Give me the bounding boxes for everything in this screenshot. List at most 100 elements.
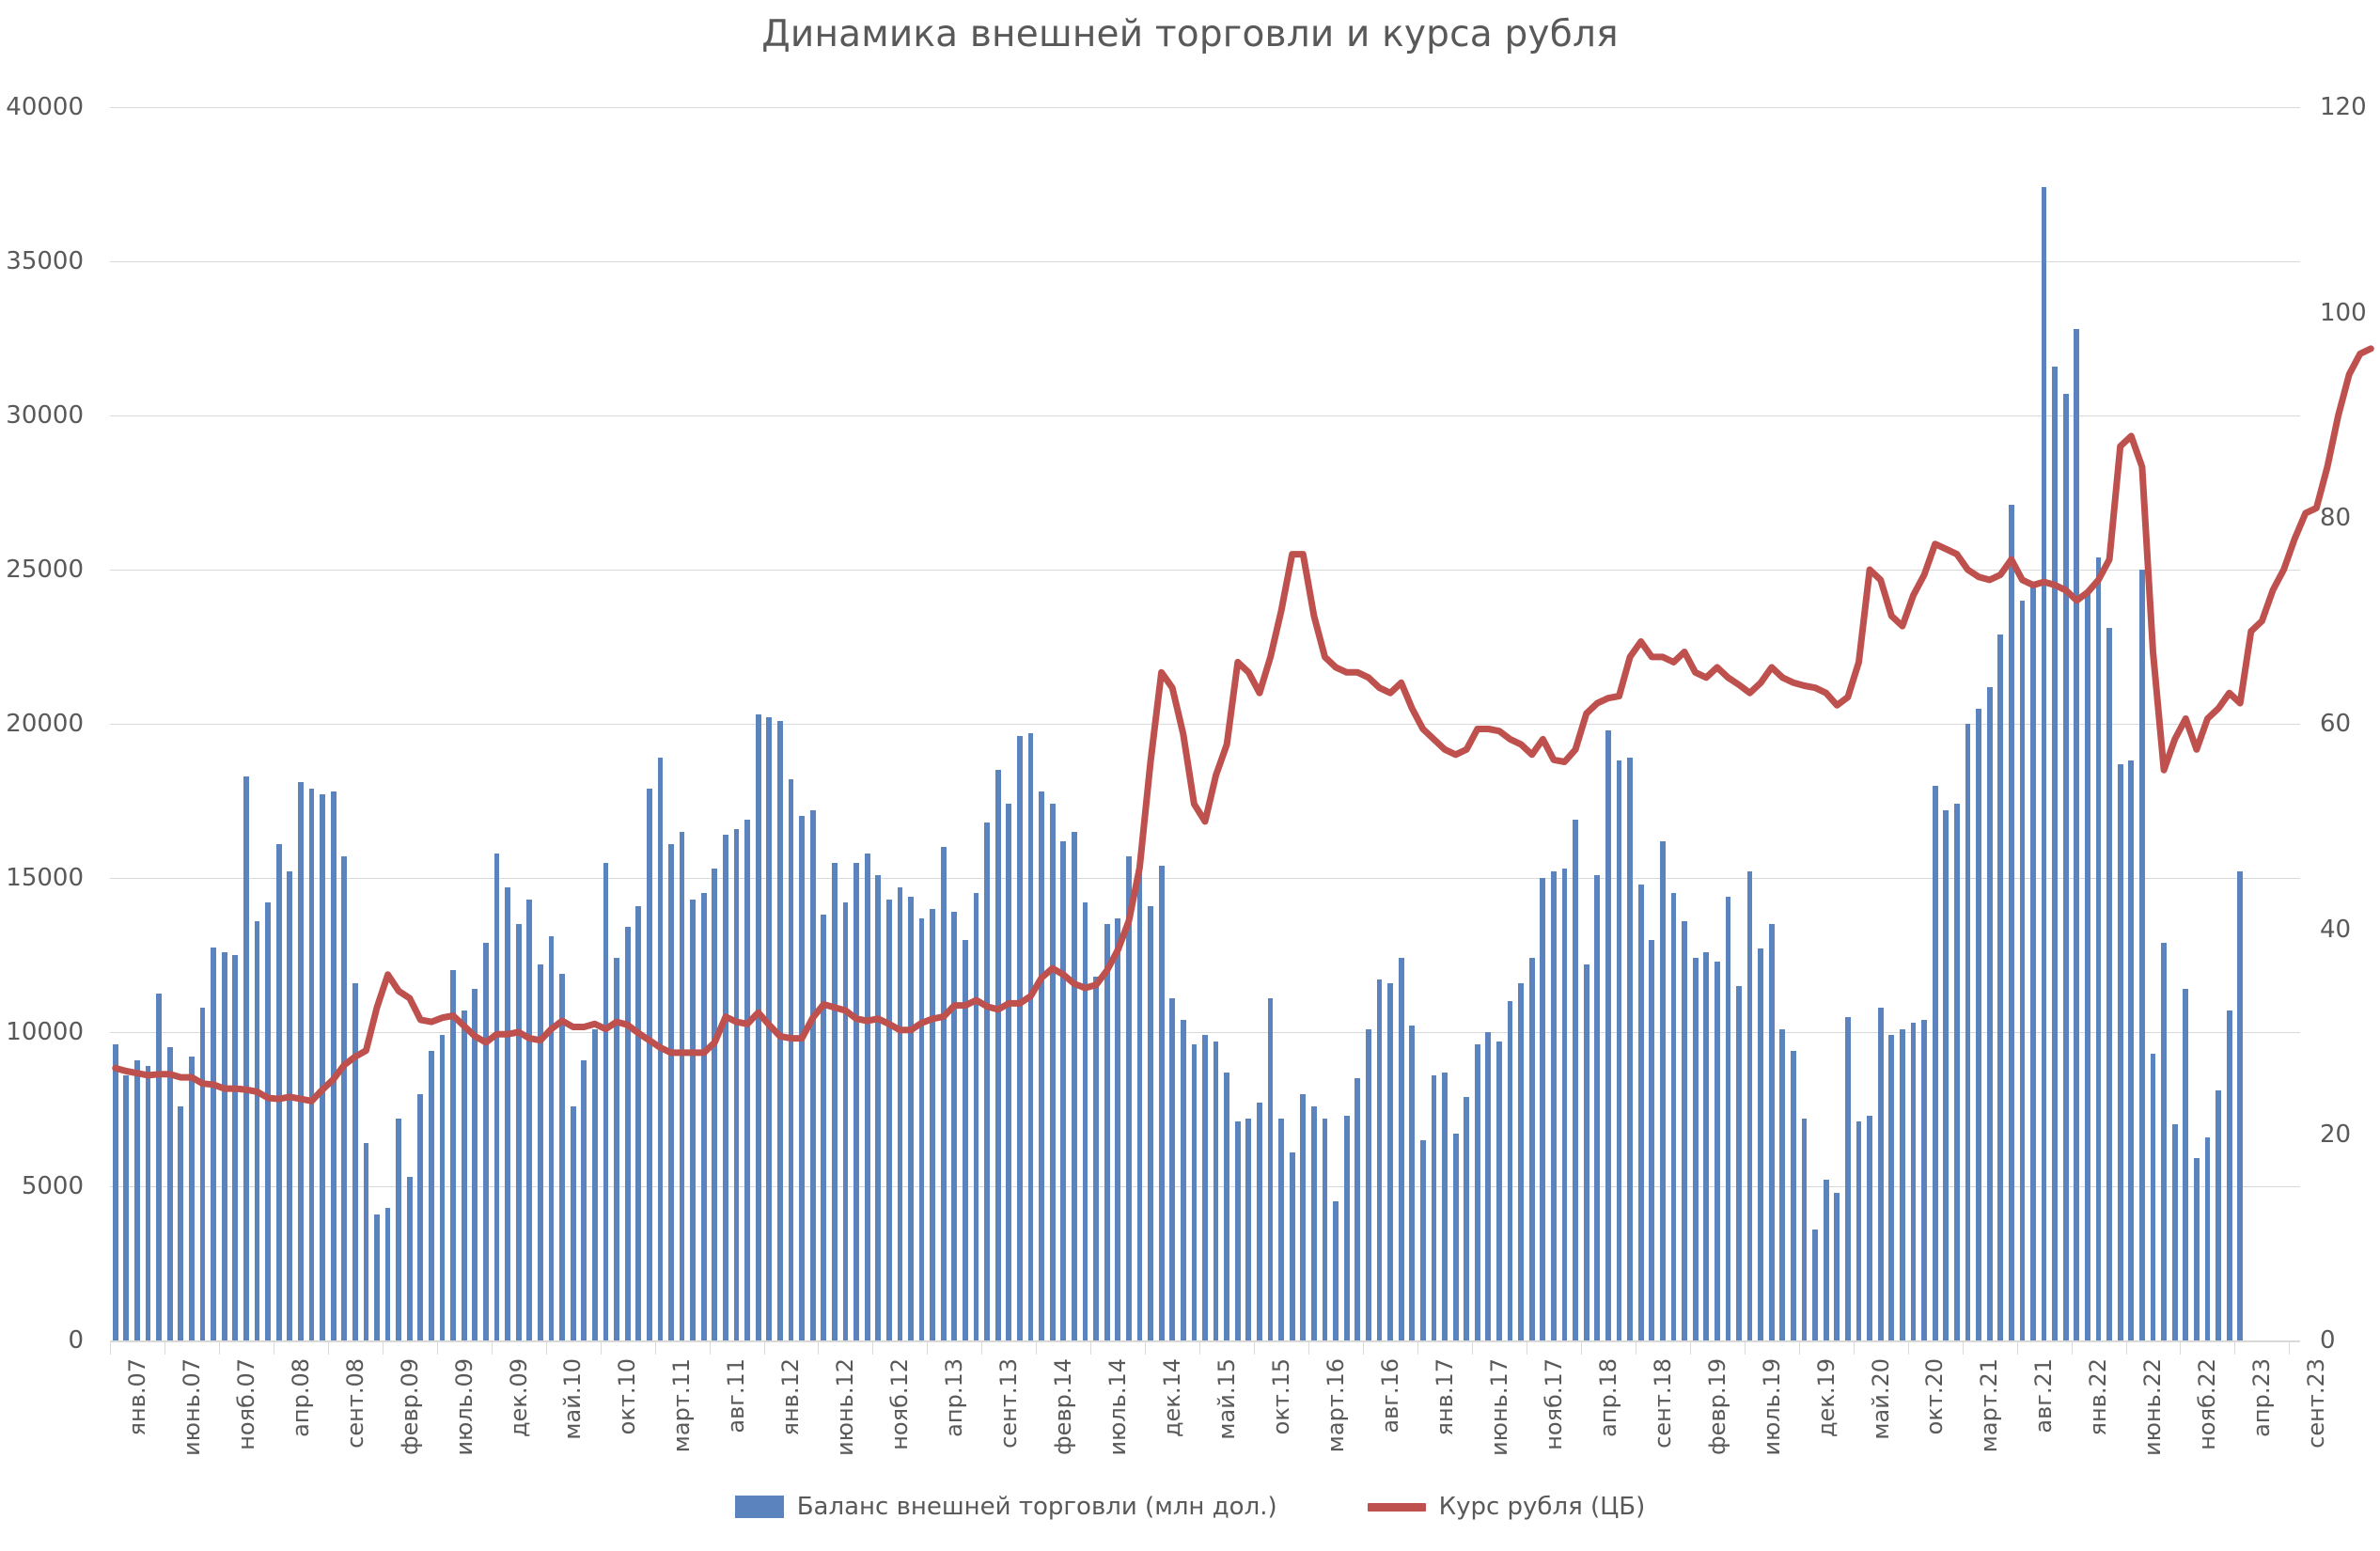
x-axis-tick-label: апр.13 <box>941 1358 968 1437</box>
legend-swatch-bar <box>734 1496 784 1518</box>
plot-area <box>110 107 2374 1341</box>
bar <box>1932 785 1938 1340</box>
bar <box>1419 1139 1426 1340</box>
x-axis-tick-label: авг.11 <box>723 1358 750 1434</box>
bar <box>1670 893 1677 1340</box>
x-axis-tick <box>1689 1340 1691 1355</box>
bar <box>918 917 925 1340</box>
bar <box>1485 1032 1492 1340</box>
x-axis-tick <box>2289 1340 2291 1355</box>
right-axis-tick-label: 40 <box>2320 915 2352 944</box>
right-axis-tick-label: 60 <box>2320 710 2352 738</box>
bar <box>1376 979 1383 1340</box>
bar <box>2150 1053 2156 1340</box>
bar <box>1845 1016 1851 1340</box>
x-axis-tick-label: март.11 <box>668 1358 696 1453</box>
bar <box>1573 819 1578 1340</box>
x-axis-tick <box>436 1340 438 1355</box>
bar <box>1910 1023 1917 1340</box>
bar <box>275 843 282 1340</box>
x-axis-tick <box>1580 1340 1582 1355</box>
bar <box>1801 1118 1808 1340</box>
x-axis-tick <box>2180 1340 2182 1355</box>
bar <box>1322 1118 1328 1340</box>
x-axis-tick <box>1036 1340 1038 1355</box>
bar <box>243 776 249 1340</box>
bar <box>1311 1105 1317 1340</box>
bar <box>1006 804 1012 1340</box>
bar <box>885 899 892 1340</box>
bar <box>189 1057 195 1340</box>
x-axis-tick <box>2071 1340 2073 1355</box>
x-axis-tick <box>382 1340 384 1355</box>
bar <box>2193 1158 2200 1340</box>
bar <box>548 936 555 1340</box>
x-axis-tick-label: сент.13 <box>995 1358 1023 1449</box>
x-axis-tick-label: нояб.12 <box>886 1358 914 1450</box>
bar <box>646 788 652 1340</box>
x-axis-tick <box>1199 1340 1201 1355</box>
legend-item-trade-balance[interactable]: Баланс внешней торговли (млн дол.) <box>734 1493 1277 1521</box>
bar <box>1605 729 1611 1340</box>
bar <box>374 1214 380 1340</box>
bar <box>984 822 991 1340</box>
bar-series <box>110 107 2300 1340</box>
x-axis-tick-label: сент.08 <box>341 1358 368 1449</box>
bar <box>254 920 260 1340</box>
bar <box>1158 865 1165 1340</box>
bar <box>1234 1121 1241 1340</box>
bar <box>134 1059 140 1340</box>
bar <box>799 816 805 1340</box>
bar <box>1736 985 1742 1340</box>
x-axis-tick-label: июль.19 <box>1758 1358 1785 1456</box>
bar <box>1289 1152 1295 1340</box>
bar <box>483 942 489 1340</box>
x-axis-tick-label: сент.23 <box>2303 1358 2330 1449</box>
x-axis-ticks <box>110 1340 2300 1355</box>
bar <box>1039 791 1044 1340</box>
bar <box>1213 1041 1219 1340</box>
bar <box>603 862 609 1340</box>
legend-label-trade-balance: Баланс внешней торговли (млн дол.) <box>796 1493 1277 1521</box>
x-axis-tick-label: нояб.07 <box>232 1358 259 1450</box>
bar <box>320 794 325 1340</box>
bar <box>1867 1115 1872 1340</box>
bar <box>951 912 958 1340</box>
x-axis-tick-label: июнь.07 <box>178 1358 205 1456</box>
x-axis-tick <box>1145 1340 1147 1355</box>
x-axis-tick <box>1308 1340 1310 1355</box>
bar <box>341 856 348 1340</box>
bar <box>2128 760 2135 1340</box>
bar <box>2204 1136 2211 1340</box>
x-axis-tick-label: дек.09 <box>505 1358 532 1438</box>
bar <box>352 982 358 1340</box>
bar <box>668 843 674 1340</box>
left-axis-tick-label: 25000 <box>6 556 84 584</box>
gridline <box>110 570 2300 571</box>
bar <box>2041 187 2047 1340</box>
left-axis-tick-label: 15000 <box>6 864 84 892</box>
bar <box>2226 1010 2232 1340</box>
bar <box>908 896 914 1340</box>
right-axis-tick-label: 100 <box>2320 298 2367 327</box>
bar <box>690 899 697 1340</box>
bar <box>1387 982 1393 1340</box>
x-axis-tick-label: сент.18 <box>1649 1358 1676 1449</box>
bar <box>2117 763 2123 1340</box>
bar <box>1965 724 1971 1340</box>
x-axis-tick-label: апр.08 <box>287 1358 314 1437</box>
x-axis-tick <box>600 1340 602 1355</box>
bar <box>417 1093 424 1340</box>
bar <box>166 1047 173 1340</box>
right-axis-tick-label: 20 <box>2320 1120 2352 1150</box>
left-axis-tick-label: 0 <box>68 1326 84 1355</box>
bar <box>1224 1072 1230 1340</box>
bar <box>232 955 239 1340</box>
bar <box>330 791 337 1340</box>
bar <box>1409 1026 1416 1340</box>
x-axis-tick-label: янв.07 <box>123 1358 150 1436</box>
bar <box>591 1028 598 1340</box>
chart-title: Динамика внешней торговли и курса рубля <box>761 13 1619 55</box>
bar <box>308 788 315 1340</box>
legend-item-ruble-rate[interactable]: Курс рубля (ЦБ) <box>1367 1493 1645 1521</box>
